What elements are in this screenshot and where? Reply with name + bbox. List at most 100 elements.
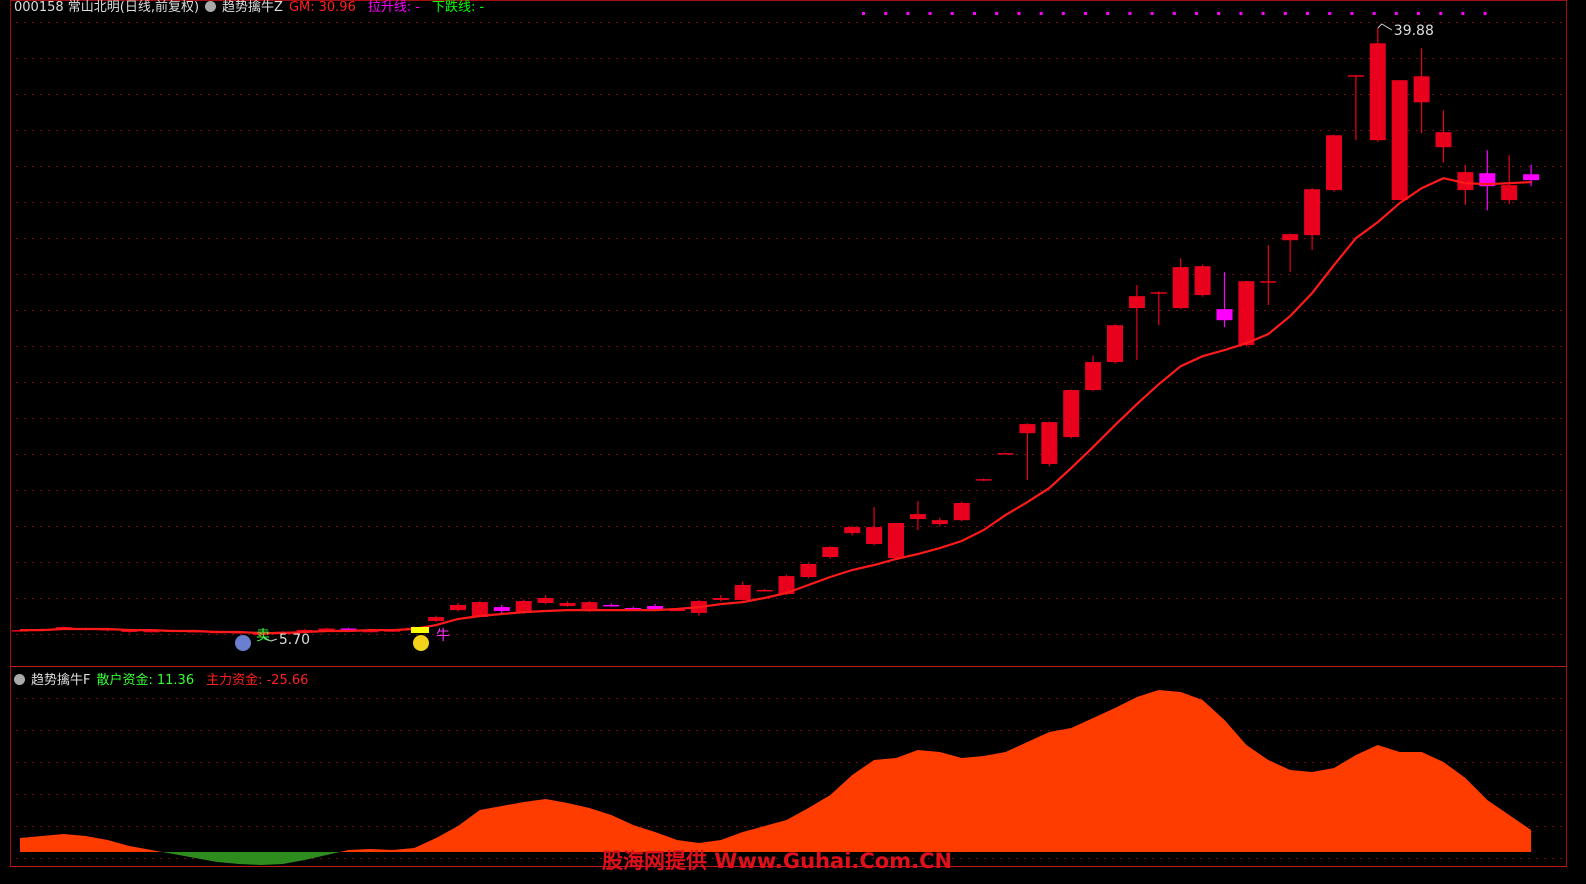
candle-body <box>844 527 861 534</box>
area-positive <box>20 690 1532 852</box>
candle-body <box>1326 135 1342 191</box>
candle-body <box>537 598 554 603</box>
dot <box>884 12 888 15</box>
smile-icon <box>413 635 429 651</box>
candle-body <box>756 589 773 592</box>
toggle-icon[interactable] <box>14 674 25 685</box>
dot <box>1306 12 1309 15</box>
field-value: 30.96 <box>318 0 356 15</box>
legend-fields: 散户资金: 11.36 主力资金: -25.66 <box>96 673 320 688</box>
candle-body <box>1150 292 1167 294</box>
legend-value: -25.66 <box>266 673 309 688</box>
dot <box>1195 12 1198 15</box>
candle-body <box>1238 281 1255 346</box>
candle-body <box>1457 172 1474 191</box>
watermark: 股海网提供 Www.Guhai.Com.CN <box>602 849 953 873</box>
dot <box>1128 12 1132 15</box>
dot <box>1239 12 1243 15</box>
field-value: - <box>415 0 420 15</box>
candle-body <box>734 584 751 600</box>
candle-body <box>1282 234 1299 241</box>
candle-body <box>975 479 992 481</box>
candle-body <box>1085 362 1102 391</box>
candle-body <box>428 617 445 621</box>
legend-value: 11.36 <box>156 673 195 688</box>
high-label: 39.88 <box>1394 23 1434 39</box>
candle-body <box>1501 185 1518 201</box>
candle-body <box>1107 325 1123 363</box>
indicator-panel <box>20 690 1532 865</box>
candle-body <box>515 601 532 613</box>
candle-body <box>778 576 795 595</box>
candle-body <box>1369 43 1386 141</box>
candle-body <box>953 503 970 521</box>
candle-body <box>888 522 904 559</box>
dot <box>1350 12 1354 15</box>
dot <box>1372 12 1376 15</box>
candle-body <box>603 604 620 607</box>
sub-legend: 趋势擒牛F 散户资金: 11.36 主力资金: -25.66 <box>14 669 326 688</box>
ma-line <box>20 177 1532 635</box>
candle-body <box>669 609 685 612</box>
header: 000158 常山北明(日线,前复权) 趋势擒牛Z GM: 30.96 拉升线: - 下跌线… <box>14 0 502 15</box>
dot <box>1328 12 1332 15</box>
leader <box>262 636 278 642</box>
candle-body <box>909 514 926 520</box>
candle-body <box>1304 189 1321 236</box>
candle-body <box>362 630 379 633</box>
candle-body <box>866 527 883 545</box>
candle-body <box>822 547 839 558</box>
candle-body <box>1413 76 1430 103</box>
candle-body <box>1172 267 1189 309</box>
sub-title: 趋势擒牛F <box>31 673 91 688</box>
candle-body <box>931 520 948 525</box>
dot <box>1283 12 1287 15</box>
candle-body <box>1041 422 1058 465</box>
header-field: 拉升线: - <box>368 0 426 15</box>
candle-body <box>1194 266 1211 296</box>
dot <box>1461 12 1465 15</box>
dot <box>1106 12 1110 15</box>
price-panel: 39.88 5.70 卖 牛 <box>12 23 1540 648</box>
signal-flag <box>411 627 429 633</box>
legend-entry: 散户资金: 11.36 <box>96 673 200 688</box>
leader <box>1377 23 1393 31</box>
dot <box>973 12 976 15</box>
dot <box>1261 12 1265 15</box>
signal-text: 卖 <box>256 628 270 644</box>
candle-body <box>1128 296 1145 309</box>
legend-name: 主力资金: <box>206 673 263 688</box>
dot <box>862 12 865 15</box>
candle-body <box>1063 390 1080 438</box>
field-name: 拉升线: <box>367 0 412 15</box>
candle-body <box>1019 424 1036 434</box>
signal-text: 牛 <box>436 628 450 644</box>
indicator: 趋势擒牛Z <box>222 0 283 15</box>
candle-body <box>318 628 335 631</box>
toggle-icon[interactable] <box>205 1 217 12</box>
candle-body <box>252 633 269 635</box>
dot <box>1394 12 1398 15</box>
main-grid <box>10 18 1566 665</box>
dot <box>1017 12 1021 15</box>
candle-body <box>581 602 598 612</box>
dot <box>950 12 954 15</box>
candle-body <box>647 606 664 610</box>
dot <box>1039 12 1043 15</box>
legend-entry: 主力资金: -25.66 <box>206 673 314 688</box>
candle-body <box>800 563 817 577</box>
dot <box>995 12 999 15</box>
dot <box>906 12 910 15</box>
area-negative <box>20 852 1532 865</box>
dot <box>1061 12 1065 15</box>
dot <box>1217 12 1221 15</box>
candle-body <box>450 604 466 611</box>
candle-body <box>493 607 510 612</box>
dot <box>1084 12 1087 15</box>
candle-body <box>559 602 576 607</box>
signal-dots <box>862 12 1487 15</box>
sad-icon <box>235 635 251 651</box>
dot <box>1172 12 1176 15</box>
